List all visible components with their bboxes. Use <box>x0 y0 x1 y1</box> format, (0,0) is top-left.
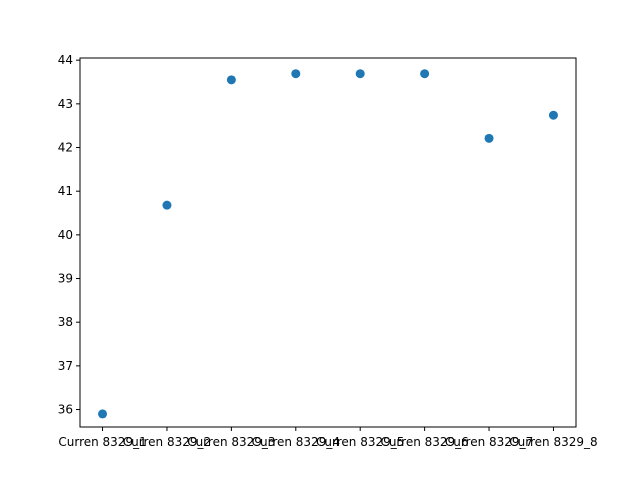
data-point <box>226 75 236 85</box>
y-tick-label: 39 <box>58 272 73 286</box>
data-point <box>355 69 365 79</box>
y-axis: 36 37 38 39 40 41 42 43 44 <box>58 53 80 417</box>
data-point <box>548 110 558 120</box>
x-tick-label: Curren 8329_6 <box>380 435 468 449</box>
x-tick-label: Curren 8329_4 <box>252 435 340 449</box>
y-tick-label: 36 <box>58 403 73 417</box>
y-tick-label: 37 <box>58 359 73 373</box>
data-point <box>291 69 301 79</box>
y-tick-label: 40 <box>58 228 73 242</box>
x-tick-label: Curren 8329_2 <box>123 435 211 449</box>
data-point <box>98 409 108 419</box>
x-tick-label: Curren 8329_5 <box>316 435 404 449</box>
data-point <box>162 200 172 210</box>
y-tick-label: 42 <box>58 141 73 155</box>
x-tick-label: Curren 8329_8 <box>509 435 597 449</box>
data-points <box>98 69 558 419</box>
x-tick-label: Curren 8329_1 <box>58 435 146 449</box>
y-tick-label: 38 <box>58 315 73 329</box>
x-tick-label: Curren 8329_3 <box>187 435 275 449</box>
plot-frame <box>79 57 577 428</box>
data-point <box>420 69 430 79</box>
data-point <box>484 133 494 143</box>
y-tick-label: 41 <box>58 184 73 198</box>
y-tick-label: 43 <box>58 97 73 111</box>
x-tick-label: Curren 8329_7 <box>445 435 533 449</box>
y-tick-label: 44 <box>58 53 73 67</box>
